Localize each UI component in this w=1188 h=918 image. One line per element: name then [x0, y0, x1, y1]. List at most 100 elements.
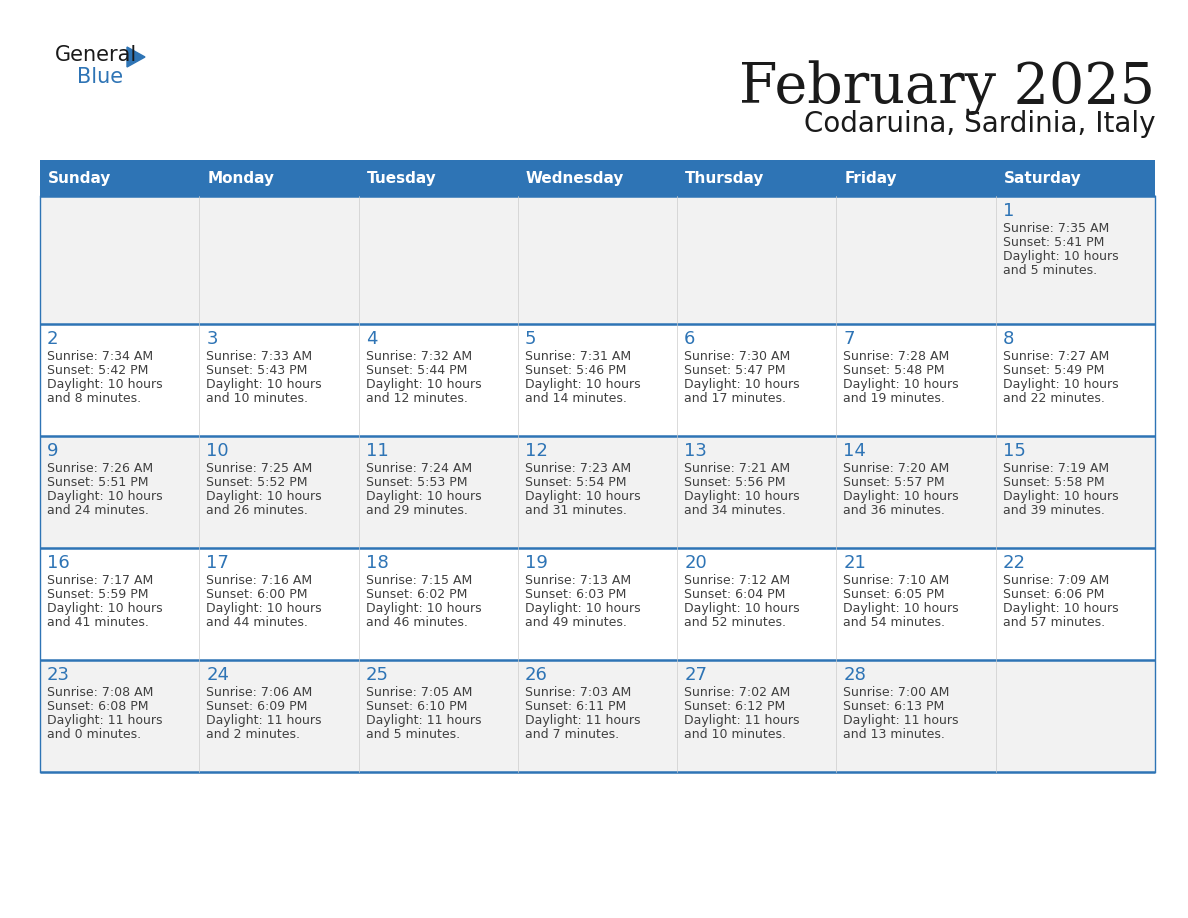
Text: and 44 minutes.: and 44 minutes. — [207, 616, 308, 629]
Text: Daylight: 10 hours: Daylight: 10 hours — [684, 490, 800, 503]
Text: Daylight: 10 hours: Daylight: 10 hours — [525, 378, 640, 391]
Text: Daylight: 10 hours: Daylight: 10 hours — [366, 490, 481, 503]
Text: 22: 22 — [1003, 554, 1025, 572]
Text: Sunrise: 7:31 AM: Sunrise: 7:31 AM — [525, 350, 631, 363]
Text: Sunset: 6:08 PM: Sunset: 6:08 PM — [48, 700, 148, 713]
Text: Sunset: 5:52 PM: Sunset: 5:52 PM — [207, 476, 308, 489]
Text: 25: 25 — [366, 666, 388, 684]
Text: Saturday: Saturday — [1004, 171, 1081, 185]
Text: Sunrise: 7:08 AM: Sunrise: 7:08 AM — [48, 686, 153, 699]
Text: Sunset: 5:41 PM: Sunset: 5:41 PM — [1003, 236, 1104, 249]
Text: Sunset: 5:53 PM: Sunset: 5:53 PM — [366, 476, 467, 489]
Text: and 24 minutes.: and 24 minutes. — [48, 504, 148, 517]
Text: Sunrise: 7:34 AM: Sunrise: 7:34 AM — [48, 350, 153, 363]
Text: Sunrise: 7:12 AM: Sunrise: 7:12 AM — [684, 574, 790, 587]
Text: Daylight: 10 hours: Daylight: 10 hours — [48, 602, 163, 615]
Text: and 49 minutes.: and 49 minutes. — [525, 616, 627, 629]
Text: and 34 minutes.: and 34 minutes. — [684, 504, 786, 517]
Text: 11: 11 — [366, 442, 388, 460]
Text: Sunset: 5:43 PM: Sunset: 5:43 PM — [207, 364, 308, 377]
Polygon shape — [127, 47, 145, 67]
Text: 8: 8 — [1003, 330, 1015, 348]
Text: Sunset: 5:49 PM: Sunset: 5:49 PM — [1003, 364, 1104, 377]
Text: and 22 minutes.: and 22 minutes. — [1003, 392, 1105, 405]
Text: and 57 minutes.: and 57 minutes. — [1003, 616, 1105, 629]
Text: Daylight: 10 hours: Daylight: 10 hours — [1003, 250, 1118, 263]
Text: Sunrise: 7:06 AM: Sunrise: 7:06 AM — [207, 686, 312, 699]
Text: Daylight: 11 hours: Daylight: 11 hours — [48, 714, 163, 727]
Text: Sunset: 5:44 PM: Sunset: 5:44 PM — [366, 364, 467, 377]
Text: and 10 minutes.: and 10 minutes. — [207, 392, 308, 405]
Text: Sunrise: 7:25 AM: Sunrise: 7:25 AM — [207, 462, 312, 475]
Text: Sunrise: 7:16 AM: Sunrise: 7:16 AM — [207, 574, 312, 587]
Text: and 14 minutes.: and 14 minutes. — [525, 392, 627, 405]
Text: and 7 minutes.: and 7 minutes. — [525, 728, 619, 741]
Text: Daylight: 10 hours: Daylight: 10 hours — [684, 602, 800, 615]
Text: Tuesday: Tuesday — [367, 171, 436, 185]
Text: and 41 minutes.: and 41 minutes. — [48, 616, 148, 629]
Text: Daylight: 10 hours: Daylight: 10 hours — [207, 378, 322, 391]
Text: Sunset: 5:59 PM: Sunset: 5:59 PM — [48, 588, 148, 601]
Text: Daylight: 11 hours: Daylight: 11 hours — [366, 714, 481, 727]
Text: 27: 27 — [684, 666, 707, 684]
Text: Sunset: 6:02 PM: Sunset: 6:02 PM — [366, 588, 467, 601]
Text: and 13 minutes.: and 13 minutes. — [843, 728, 946, 741]
Text: Sunset: 6:09 PM: Sunset: 6:09 PM — [207, 700, 308, 713]
Text: Thursday: Thursday — [685, 171, 765, 185]
Text: Sunrise: 7:10 AM: Sunrise: 7:10 AM — [843, 574, 949, 587]
Text: Sunset: 5:47 PM: Sunset: 5:47 PM — [684, 364, 785, 377]
Text: Daylight: 10 hours: Daylight: 10 hours — [48, 378, 163, 391]
Text: 5: 5 — [525, 330, 536, 348]
Text: Sunrise: 7:02 AM: Sunrise: 7:02 AM — [684, 686, 790, 699]
Text: 10: 10 — [207, 442, 229, 460]
Text: General: General — [55, 45, 138, 65]
Text: Sunset: 5:57 PM: Sunset: 5:57 PM — [843, 476, 944, 489]
Text: Sunset: 6:05 PM: Sunset: 6:05 PM — [843, 588, 944, 601]
Text: 20: 20 — [684, 554, 707, 572]
Text: Sunrise: 7:30 AM: Sunrise: 7:30 AM — [684, 350, 790, 363]
Text: Sunset: 6:04 PM: Sunset: 6:04 PM — [684, 588, 785, 601]
Text: and 17 minutes.: and 17 minutes. — [684, 392, 786, 405]
Text: Daylight: 10 hours: Daylight: 10 hours — [843, 378, 959, 391]
Text: Daylight: 10 hours: Daylight: 10 hours — [366, 378, 481, 391]
Text: Sunset: 5:42 PM: Sunset: 5:42 PM — [48, 364, 148, 377]
Text: Sunset: 6:06 PM: Sunset: 6:06 PM — [1003, 588, 1104, 601]
Text: Sunrise: 7:05 AM: Sunrise: 7:05 AM — [366, 686, 472, 699]
Bar — [40, 196, 1155, 324]
Text: Sunrise: 7:27 AM: Sunrise: 7:27 AM — [1003, 350, 1108, 363]
Text: Sunrise: 7:32 AM: Sunrise: 7:32 AM — [366, 350, 472, 363]
Text: 23: 23 — [48, 666, 70, 684]
Text: Sunrise: 7:13 AM: Sunrise: 7:13 AM — [525, 574, 631, 587]
Text: Sunday: Sunday — [48, 171, 112, 185]
Text: Daylight: 10 hours: Daylight: 10 hours — [684, 378, 800, 391]
Bar — [40, 324, 1155, 436]
Text: 24: 24 — [207, 666, 229, 684]
Text: Sunrise: 7:35 AM: Sunrise: 7:35 AM — [1003, 222, 1108, 235]
Text: Sunset: 5:46 PM: Sunset: 5:46 PM — [525, 364, 626, 377]
Text: Daylight: 10 hours: Daylight: 10 hours — [366, 602, 481, 615]
Bar — [40, 160, 1155, 196]
Text: Sunset: 5:58 PM: Sunset: 5:58 PM — [1003, 476, 1105, 489]
Text: and 10 minutes.: and 10 minutes. — [684, 728, 786, 741]
Text: Sunrise: 7:09 AM: Sunrise: 7:09 AM — [1003, 574, 1108, 587]
Text: and 8 minutes.: and 8 minutes. — [48, 392, 141, 405]
Text: Daylight: 10 hours: Daylight: 10 hours — [1003, 378, 1118, 391]
Text: Daylight: 10 hours: Daylight: 10 hours — [843, 490, 959, 503]
Text: Sunrise: 7:00 AM: Sunrise: 7:00 AM — [843, 686, 949, 699]
Text: Daylight: 10 hours: Daylight: 10 hours — [207, 602, 322, 615]
Text: Sunset: 5:51 PM: Sunset: 5:51 PM — [48, 476, 148, 489]
Text: 1: 1 — [1003, 202, 1015, 220]
Text: 17: 17 — [207, 554, 229, 572]
Text: Daylight: 10 hours: Daylight: 10 hours — [1003, 490, 1118, 503]
Text: Daylight: 10 hours: Daylight: 10 hours — [525, 602, 640, 615]
Text: Sunset: 6:12 PM: Sunset: 6:12 PM — [684, 700, 785, 713]
Text: 14: 14 — [843, 442, 866, 460]
Text: 21: 21 — [843, 554, 866, 572]
Text: Sunrise: 7:23 AM: Sunrise: 7:23 AM — [525, 462, 631, 475]
Text: and 5 minutes.: and 5 minutes. — [1003, 264, 1097, 277]
Text: Sunrise: 7:26 AM: Sunrise: 7:26 AM — [48, 462, 153, 475]
Text: Friday: Friday — [845, 171, 897, 185]
Text: 3: 3 — [207, 330, 217, 348]
Text: Blue: Blue — [77, 67, 124, 87]
Text: 16: 16 — [48, 554, 70, 572]
